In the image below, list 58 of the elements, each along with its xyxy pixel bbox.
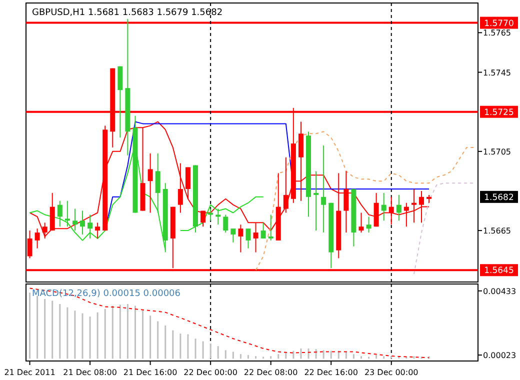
candlestick [178, 162, 183, 214]
y-tick-label: 1.5745 [483, 68, 511, 78]
candlestick [208, 208, 214, 222]
candlestick [200, 210, 206, 228]
candlestick [80, 210, 85, 236]
candlestick [72, 208, 78, 232]
candlestick [27, 230, 32, 259]
line-series [29, 288, 430, 358]
x-tick-label: 21 Dec 16:00 [123, 368, 178, 377]
candlestick [88, 214, 93, 239]
candlestick [155, 152, 160, 214]
candlestick [268, 214, 274, 241]
candlestick [34, 228, 40, 249]
candlestick [404, 202, 409, 228]
candlestick [238, 224, 244, 253]
y-tick-label: 1.5705 [483, 147, 511, 156]
x-tick-label: 21 Dec 2011 [4, 368, 56, 377]
candlestick [57, 200, 62, 228]
candlestick [118, 66, 123, 138]
x-tick-label: 22 Dec 00:00 [184, 368, 238, 377]
candlestick [95, 222, 100, 239]
candlestick [185, 166, 190, 200]
ref-line-label: 1.5725 [484, 108, 514, 118]
annotation: 1.5682 [484, 192, 514, 203]
candlestick [148, 152, 153, 214]
candlestick [388, 196, 394, 226]
candlestick [64, 200, 70, 228]
ref-line-label: 1.5770 [484, 18, 514, 29]
candlestick [381, 192, 386, 222]
text: MACD(12,26,9) 0.00015 0.00006 [32, 289, 181, 299]
x-tick-label: 22 Dec 16:00 [304, 368, 358, 377]
ref-line-label: 1.5645 [484, 266, 514, 276]
candlestick [230, 228, 236, 243]
candlestick [260, 222, 266, 239]
candlestick [321, 144, 326, 234]
candlestick [246, 228, 251, 249]
candlestick [344, 170, 349, 234]
line-series [413, 182, 475, 275]
candlestick [283, 156, 288, 214]
candlestick [50, 192, 55, 232]
candlestick [216, 208, 221, 226]
candlestick [223, 214, 228, 234]
y-tick-label: 1.5765 [483, 28, 511, 38]
candlestick [358, 212, 364, 234]
candlestick [419, 190, 424, 224]
x-tick-label: 21 Dec 08:00 [63, 368, 117, 377]
candlestick [314, 170, 319, 232]
candlestick [366, 216, 372, 234]
y-tick-label: 1.5665 [483, 226, 511, 236]
x-tick-label: 22 Dec 08:00 [244, 368, 298, 377]
line-series [255, 131, 475, 271]
candlestick [396, 194, 402, 222]
candlestick [411, 188, 416, 224]
y-tick-label: 0.00433 [483, 286, 516, 296]
x-tick-label: 23 Dec 00:00 [364, 368, 418, 377]
text: GBPUSD,H1 1.5681 1.5683 1.5679 1.5682 [32, 8, 223, 18]
candlestick [374, 192, 379, 228]
y-tick-label: 0.00023 [483, 351, 516, 360]
